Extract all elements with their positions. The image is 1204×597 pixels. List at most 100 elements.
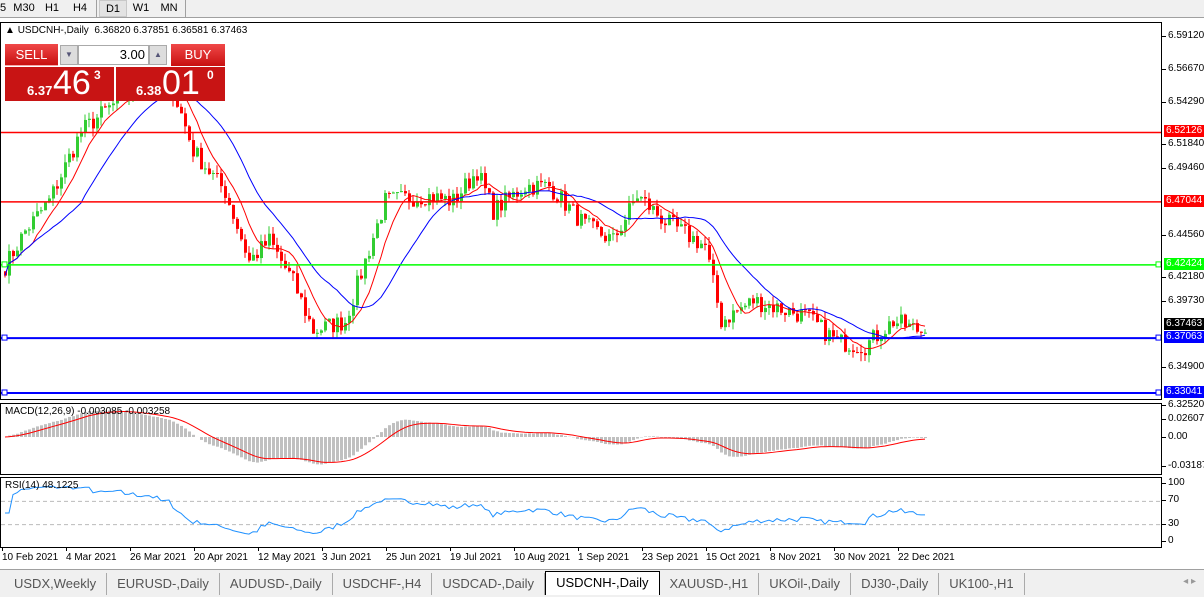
rsi-title: RSI(14) 48.1225: [5, 480, 79, 491]
chart-tab[interactable]: EURUSD-,Daily: [107, 573, 220, 595]
macd-histogram-bar: [728, 437, 731, 457]
macd-histogram-bar: [204, 437, 207, 443]
macd-histogram-bar: [496, 431, 499, 437]
candle-body: [584, 213, 587, 219]
chart-tab[interactable]: USDCAD-,Daily: [432, 573, 546, 595]
candle-body: [216, 173, 219, 175]
macd-histogram-bar: [632, 437, 635, 441]
candle-body: [372, 237, 375, 256]
candle-body: [324, 321, 327, 331]
macd-histogram-bar: [300, 437, 303, 460]
chart-tab[interactable]: UKOil-,Daily: [759, 573, 852, 595]
macd-histogram-bar: [736, 437, 739, 457]
macd-histogram-bar: [92, 411, 95, 437]
macd-histogram-bar: [512, 433, 515, 437]
macd-histogram-bar: [652, 436, 655, 437]
tab-scroll-arrows[interactable]: ◂ ▸: [1183, 576, 1196, 587]
lot-increase-button[interactable]: ▲: [149, 45, 167, 65]
chart-tab[interactable]: USDCHF-,H4: [333, 573, 433, 595]
candle-body: [624, 219, 627, 231]
macd-histogram-bar: [292, 437, 295, 459]
lot-size-input[interactable]: 3.00: [78, 45, 149, 65]
macd-histogram-bar: [216, 437, 219, 447]
macd-histogram-bar: [504, 432, 507, 437]
timeframe-w1[interactable]: W1: [132, 2, 150, 14]
macd-histogram-bar: [436, 423, 439, 437]
macd-histogram-bar: [544, 432, 547, 437]
macd-histogram-bar: [792, 437, 795, 449]
timeframe-5[interactable]: 5: [0, 2, 7, 14]
candle-body: [104, 106, 107, 108]
chart-tab[interactable]: UK100-,H1: [939, 573, 1025, 595]
level-price-tag[interactable]: 6.52126: [1164, 125, 1204, 138]
candle-body: [264, 241, 267, 246]
price-axis[interactable]: 6.52126 6.47044 6.42424 6.37063 6.33041 6.374…: [1161, 22, 1204, 410]
date-axis-label: 12 May 2021: [258, 548, 316, 563]
candle-body: [608, 234, 611, 242]
macd-histogram-bar: [900, 437, 903, 439]
macd-histogram-bar: [44, 424, 47, 437]
macd-histogram-bar: [384, 428, 387, 437]
macd-histogram-bar: [460, 426, 463, 437]
timeframe-h1[interactable]: H1: [44, 2, 60, 14]
macd-histogram-bar: [576, 437, 579, 439]
macd-histogram-bar: [124, 411, 127, 437]
macd-panel: MACD(12,26,9) -0.003085 -0.003258: [0, 403, 1162, 475]
candle-body: [856, 352, 859, 354]
buy-price[interactable]: 6.38 01 0: [116, 64, 225, 102]
sell-price[interactable]: 6.37 46 3: [5, 64, 114, 102]
macd-histogram-bar: [472, 426, 475, 437]
macd-histogram-bar: [756, 437, 759, 453]
timeframe-mn[interactable]: MN: [160, 2, 178, 14]
level-price-tag[interactable]: 6.47044: [1164, 194, 1204, 207]
candle-body: [672, 214, 675, 218]
candle-body: [520, 194, 523, 197]
buy-button[interactable]: BUY: [171, 44, 225, 66]
candle-body: [588, 218, 591, 220]
candle-body: [476, 176, 479, 181]
candle-body: [920, 331, 923, 333]
macd-histogram-bar: [712, 437, 715, 447]
macd-histogram-bar: [636, 437, 639, 439]
timeframe-d1[interactable]: D1: [99, 0, 127, 17]
candle-body: [340, 317, 343, 331]
candle-body: [32, 216, 35, 230]
chart-tab[interactable]: USDCNH-,Daily: [545, 571, 660, 595]
level-price-tag[interactable]: 6.37063: [1164, 331, 1204, 344]
candle-body: [112, 103, 115, 106]
macd-histogram-bar: [716, 437, 719, 449]
macd-histogram-bar: [96, 410, 99, 437]
candle-body: [888, 321, 891, 334]
chart-tab[interactable]: AUDUSD-,Daily: [220, 573, 333, 595]
sell-button[interactable]: SELL: [5, 44, 58, 66]
candle-body: [900, 314, 903, 324]
macd-histogram-bar: [448, 425, 451, 437]
macd-histogram-bar: [412, 420, 415, 437]
macd-histogram-bar: [404, 419, 407, 437]
macd-histogram-bar: [760, 437, 763, 453]
candle-body: [356, 275, 359, 306]
rsi-axis-label: 0: [1162, 535, 1174, 546]
level-price-tag[interactable]: 6.42424: [1164, 257, 1204, 270]
macd-histogram-bar: [836, 437, 839, 447]
timeframe-m30[interactable]: M30: [13, 2, 35, 14]
macd-histogram-bar: [648, 436, 651, 437]
lot-decrease-button[interactable]: ▼: [60, 45, 78, 65]
macd-histogram-bar: [220, 437, 223, 449]
macd-histogram-bar: [256, 437, 259, 463]
candle-body: [480, 173, 483, 181]
macd-histogram-bar: [356, 437, 359, 452]
candle-body: [24, 230, 27, 234]
candle-body: [388, 193, 391, 195]
level-price-tag[interactable]: 6.33041: [1164, 385, 1204, 398]
macd-histogram-bar: [304, 437, 307, 462]
chart-tab[interactable]: XAUUSD-,H1: [660, 573, 760, 595]
chart-tab[interactable]: DJ30-,Daily: [851, 573, 940, 595]
candle-body: [440, 193, 443, 199]
timeframe-h4[interactable]: H4: [72, 2, 88, 14]
candle-body: [512, 191, 515, 198]
candle-body: [300, 293, 303, 298]
candle-body: [868, 340, 871, 356]
chart-tab[interactable]: USDX,Weekly: [4, 573, 108, 595]
level-handle: [1, 261, 8, 268]
